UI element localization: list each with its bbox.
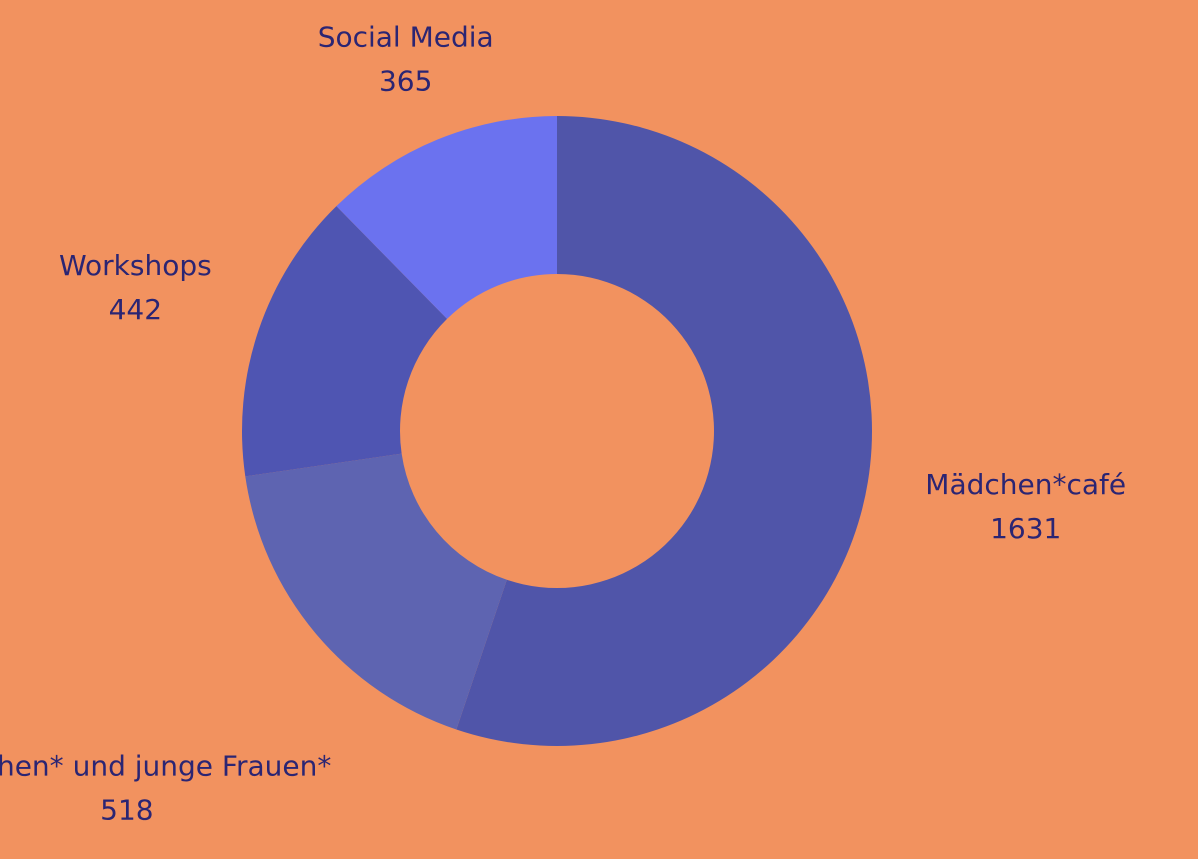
donut-segment bbox=[336, 115, 557, 319]
segment-label: Workshops bbox=[59, 249, 212, 282]
segment-value: 1631 bbox=[990, 512, 1061, 545]
donut-segment bbox=[242, 206, 448, 477]
donut-segment bbox=[456, 116, 872, 746]
segment-value: 442 bbox=[109, 293, 162, 326]
donut-segment bbox=[245, 453, 507, 730]
segment-label: Social Media bbox=[318, 21, 494, 54]
segment-value: 365 bbox=[379, 65, 432, 98]
segment-label: Mädchen* und junge Frauen* bbox=[0, 750, 331, 783]
segment-label: Mädchen*café bbox=[925, 468, 1126, 501]
segment-value: 518 bbox=[100, 794, 153, 827]
